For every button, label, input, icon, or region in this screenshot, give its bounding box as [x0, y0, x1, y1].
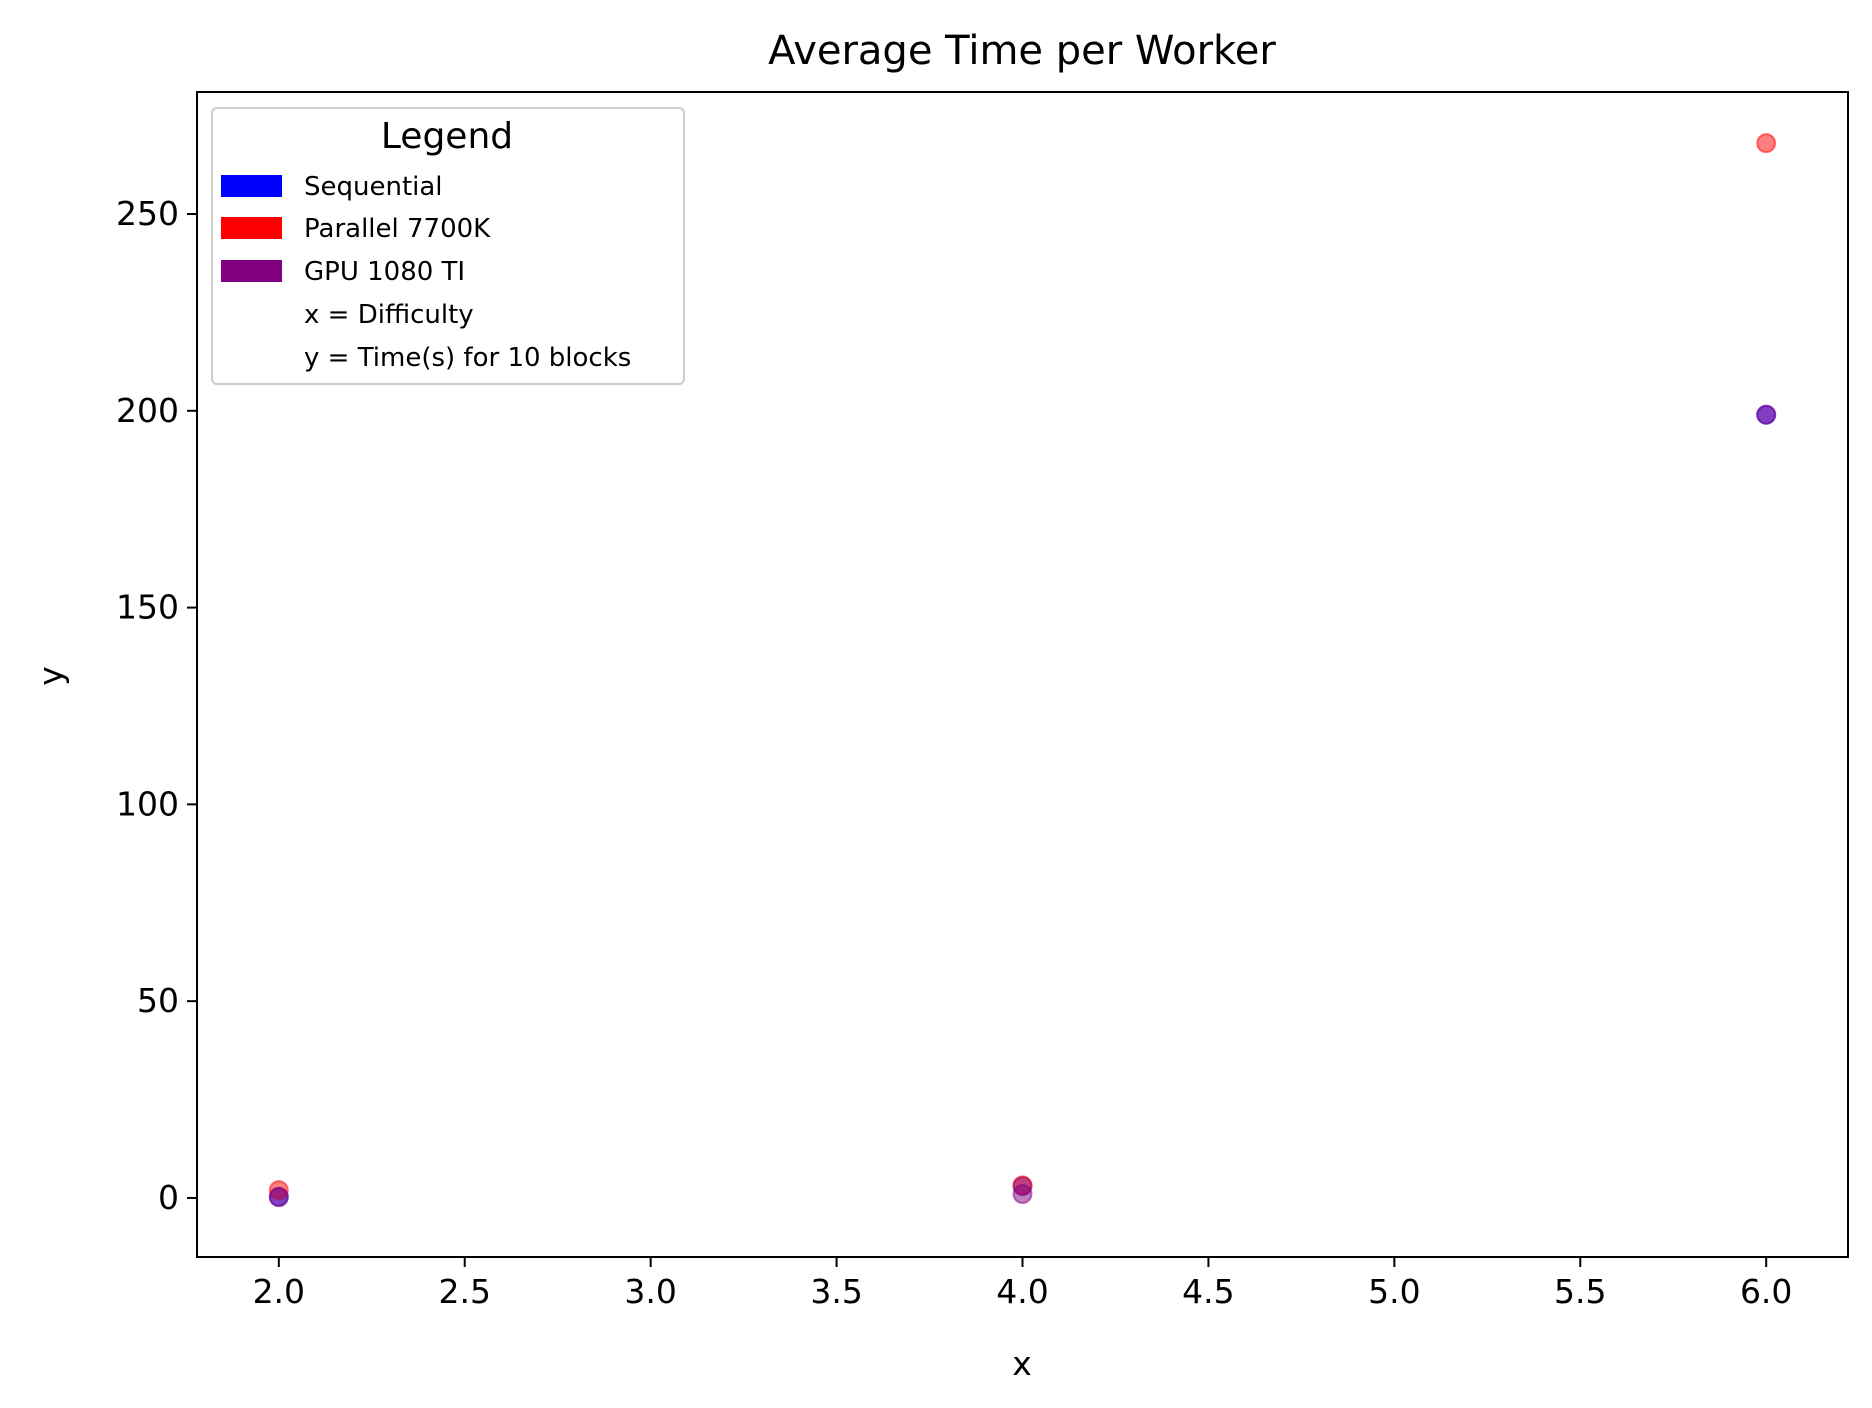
legend-label-parallel: Parallel 7700K [304, 214, 491, 244]
legend-label-x-definition: x = Difficulty [304, 300, 474, 330]
legend-label-gpu: GPU 1080 TI [304, 257, 465, 287]
y-tick-label: 0 [158, 1178, 179, 1217]
data-points-layer [268, 133, 1777, 1208]
series-gpu-1080-ti [268, 404, 1777, 1208]
x-tick-label: 4.0 [996, 1272, 1048, 1311]
data-point [1756, 404, 1777, 425]
legend-box [211, 107, 685, 385]
x-tick-label: 4.5 [1182, 1272, 1234, 1311]
y-axis-label: y [31, 666, 70, 686]
legend-label-y-definition: y = Time(s) for 10 blocks [304, 343, 631, 373]
y-tick-label: 250 [116, 194, 179, 233]
legend: Legend Sequential Parallel 7700K GPU 108… [211, 107, 685, 385]
legend-swatch-sequential [221, 175, 282, 197]
x-axis: 2.0 2.5 3.0 3.5 4.0 4.5 5.0 5.5 6.0 [253, 1257, 1792, 1311]
x-tick-label: 2.5 [438, 1272, 490, 1311]
series-sequential [268, 404, 1777, 1207]
x-tick-label: 3.0 [624, 1272, 676, 1311]
chart-title: Average Time per Worker [768, 28, 1276, 74]
y-tick-label: 100 [116, 784, 179, 823]
x-tick-label: 6.0 [1740, 1272, 1792, 1311]
legend-swatch-gpu [221, 260, 282, 282]
x-tick-label: 5.0 [1368, 1272, 1420, 1311]
y-axis: 0 50 100 150 200 250 [116, 194, 197, 1217]
y-tick-label: 200 [116, 391, 179, 430]
data-point [1012, 1184, 1033, 1205]
data-point [268, 1187, 289, 1208]
y-tick-label: 150 [116, 588, 179, 627]
x-tick-label: 5.5 [1554, 1272, 1606, 1311]
legend-title: Legend [381, 116, 513, 157]
legend-label-sequential: Sequential [304, 172, 443, 202]
y-tick-label: 50 [137, 981, 179, 1020]
data-point [1756, 133, 1777, 154]
x-tick-label: 2.0 [253, 1272, 305, 1311]
x-axis-label: x [1012, 1344, 1032, 1383]
x-tick-label: 3.5 [810, 1272, 862, 1311]
legend-swatch-parallel [221, 217, 282, 239]
